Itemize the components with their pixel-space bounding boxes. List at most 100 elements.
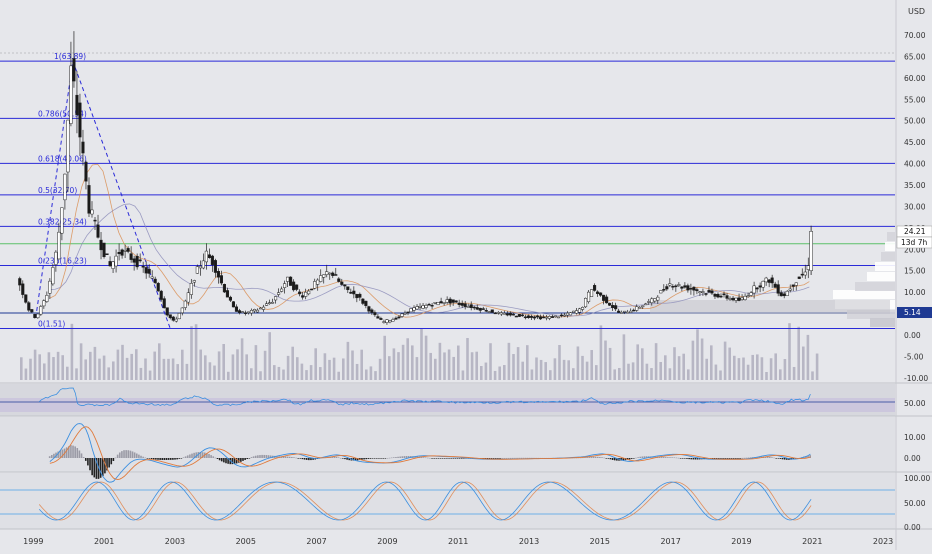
volume-bar (130, 353, 133, 380)
volume-bar (176, 364, 179, 380)
macd-histogram-bar (363, 458, 365, 460)
macd-histogram-bar (620, 458, 622, 461)
macd-histogram-bar (516, 457, 518, 459)
volume-bar (733, 355, 736, 380)
candle-down (340, 281, 344, 285)
macd-histogram-bar (61, 449, 64, 458)
macd-histogram-bar (745, 457, 748, 459)
macd-histogram-bar (369, 458, 372, 459)
volume-bar (52, 357, 55, 380)
volume-bar (56, 351, 60, 380)
macd-histogram-bar (388, 457, 391, 459)
candle-up (240, 311, 245, 313)
macd-histogram-bar (169, 458, 172, 460)
macd-histogram-bar (503, 457, 506, 459)
macd-histogram-bar (431, 458, 433, 459)
candle-up (701, 291, 705, 293)
macd-histogram-bar (129, 450, 132, 458)
macd-histogram-bar (342, 458, 344, 459)
candle-down (93, 219, 97, 222)
macd-histogram-bar (380, 458, 382, 459)
price-tick-label: -5.00 (904, 352, 924, 361)
candle-down (81, 141, 85, 154)
macd-histogram-bar (505, 457, 508, 459)
candle-up (623, 310, 627, 313)
candle-down (129, 253, 133, 260)
candle-up (584, 298, 588, 308)
rsi-tick-label: 50.00 (904, 399, 926, 408)
macd-histogram-bar (390, 457, 393, 459)
volume-bar (760, 357, 764, 380)
candle-down (99, 239, 103, 251)
candle-down (791, 284, 795, 287)
candle-down (523, 316, 527, 319)
candle-up (51, 267, 55, 285)
volume-bar (259, 371, 262, 380)
macd-histogram-bar (182, 457, 185, 458)
volume-bar (480, 365, 483, 380)
stoch-d-line (38, 481, 812, 521)
candle-down (171, 316, 175, 321)
macd-histogram-bar (184, 456, 187, 458)
candle-down (770, 277, 774, 284)
macd-histogram-bar (747, 457, 750, 459)
macd-histogram-bar (531, 457, 533, 459)
candle-down (695, 289, 699, 292)
volume-bar (291, 346, 294, 380)
last-price-tag: 24.21 (896, 225, 932, 238)
candle-up (304, 291, 308, 297)
macd-histogram-bar (637, 457, 639, 458)
volume-bar (457, 345, 460, 380)
candle-up (204, 250, 208, 263)
macd-histogram-bar (605, 458, 608, 459)
candle-up (192, 280, 196, 283)
candle-up (246, 311, 251, 314)
price-tick-label: 40.00 (904, 160, 926, 169)
volume-bar (710, 345, 713, 380)
macd-histogram-bar (393, 457, 395, 458)
candle-down (526, 315, 530, 319)
volume-bar (75, 368, 78, 380)
candle-down (430, 304, 434, 307)
candle-down (406, 311, 410, 314)
candle-up (487, 311, 491, 313)
candle-down (686, 285, 690, 291)
candle-down (511, 313, 515, 316)
volume-bar (774, 353, 777, 380)
last-price-value: 24.21 (904, 227, 926, 236)
candle-down (292, 281, 296, 291)
candle-down (596, 291, 600, 294)
volume-bar (664, 355, 667, 380)
macd-histogram-bar (677, 457, 680, 459)
volume-bar (585, 361, 589, 380)
volume-bar (641, 348, 644, 380)
candle-up (277, 292, 281, 295)
macd-histogram-bar (741, 457, 744, 459)
candle-down (439, 301, 443, 304)
volume-profile-zone (650, 300, 890, 314)
macd-histogram-bar (252, 456, 255, 458)
volume-bar (286, 355, 290, 380)
candle-up (274, 296, 278, 301)
candle-down (737, 297, 741, 301)
candle-up (581, 307, 585, 310)
candle-down (481, 308, 485, 310)
candle-down (535, 315, 539, 318)
volume-bar (70, 323, 74, 380)
volume-bar (659, 361, 662, 380)
candle-down (33, 313, 37, 318)
volume-bar (466, 337, 469, 380)
macd-histogram-bar (191, 453, 193, 458)
candle-down (508, 312, 512, 316)
candle-up (571, 310, 576, 313)
macd-histogram-bar (150, 458, 153, 459)
countdown-tag: 13d 7h (896, 236, 932, 249)
macd-histogram-bar (635, 457, 637, 459)
candle-down (782, 293, 786, 297)
candle-down (680, 286, 684, 289)
candle-up (400, 313, 404, 317)
candle-up (255, 309, 260, 313)
candle-down (602, 294, 606, 301)
volume-bar (470, 352, 474, 380)
